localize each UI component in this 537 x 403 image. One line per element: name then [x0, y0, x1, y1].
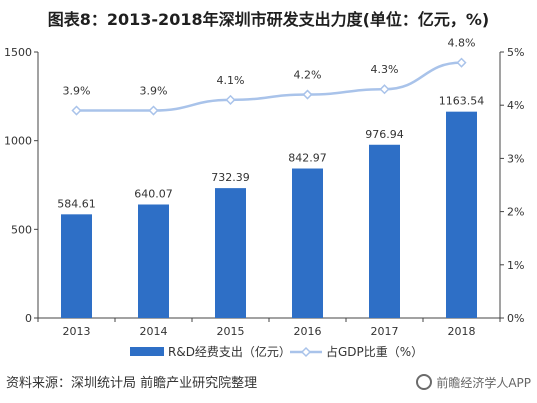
legend-bar-label: R&D经费支出（亿元） [168, 344, 291, 359]
x-tick-label: 2018 [448, 325, 476, 338]
x-tick-label: 2017 [371, 325, 399, 338]
y-left-tick-label: 1000 [4, 135, 32, 148]
legend-line-marker [300, 346, 312, 358]
y-right-tick-label: 5% [507, 46, 524, 59]
bar [61, 214, 92, 318]
y-right-tick-label: 0% [507, 312, 524, 325]
line-value-label: 4.8% [448, 37, 476, 50]
bar [215, 188, 246, 318]
watermark: 前瞻经济学人APP [416, 374, 531, 391]
y-right-tick-label: 4% [507, 99, 524, 112]
line-point [225, 94, 236, 105]
line-point [71, 105, 82, 116]
bar-value-label: 584.61 [57, 197, 96, 210]
line-value-label: 4.2% [294, 69, 322, 82]
line-value-label: 3.9% [63, 85, 91, 98]
x-tick-label: 2016 [294, 325, 322, 338]
line-point [379, 84, 390, 95]
bar-value-label: 640.07 [134, 187, 173, 200]
legend-line-label: 占GDP比重（%） [326, 344, 423, 359]
watermark-logo-icon [416, 374, 433, 390]
line-point [302, 89, 313, 100]
bar [446, 111, 477, 318]
bar-value-label: 842.97 [288, 152, 327, 165]
y-right-tick-label: 1% [507, 259, 524, 272]
watermark-text: 前瞻经济学人APP [436, 376, 531, 390]
y-left-tick-label: 1500 [4, 46, 32, 59]
gdp-share-line [76, 61, 462, 112]
line-value-label: 4.1% [217, 74, 245, 87]
line-point [456, 57, 467, 68]
x-tick-label: 2013 [63, 325, 91, 338]
source-footer: 资料来源：深圳统计局 前瞻产业研究院整理 [6, 376, 258, 391]
line-value-label: 4.3% [371, 63, 399, 76]
x-tick-label: 2014 [140, 325, 168, 338]
bar-value-label: 732.39 [211, 171, 250, 184]
bar [138, 204, 169, 318]
y-left-tick-label: 0 [25, 312, 32, 325]
legend-bar-swatch [130, 347, 164, 356]
line-point [148, 105, 159, 116]
y-left-tick-label: 500 [11, 223, 32, 236]
y-right-tick-label: 2% [507, 206, 524, 219]
bar [369, 144, 400, 318]
bar-value-label: 976.94 [365, 128, 404, 141]
bar [292, 168, 323, 318]
x-tick-label: 2015 [217, 325, 245, 338]
line-value-label: 3.9% [140, 85, 168, 98]
y-right-tick-label: 3% [507, 152, 524, 165]
bar-value-label: 1163.54 [439, 95, 485, 108]
chart-title: 图表8：2013-2018年深圳市研发支出力度(单位：亿元，%) [47, 10, 490, 29]
